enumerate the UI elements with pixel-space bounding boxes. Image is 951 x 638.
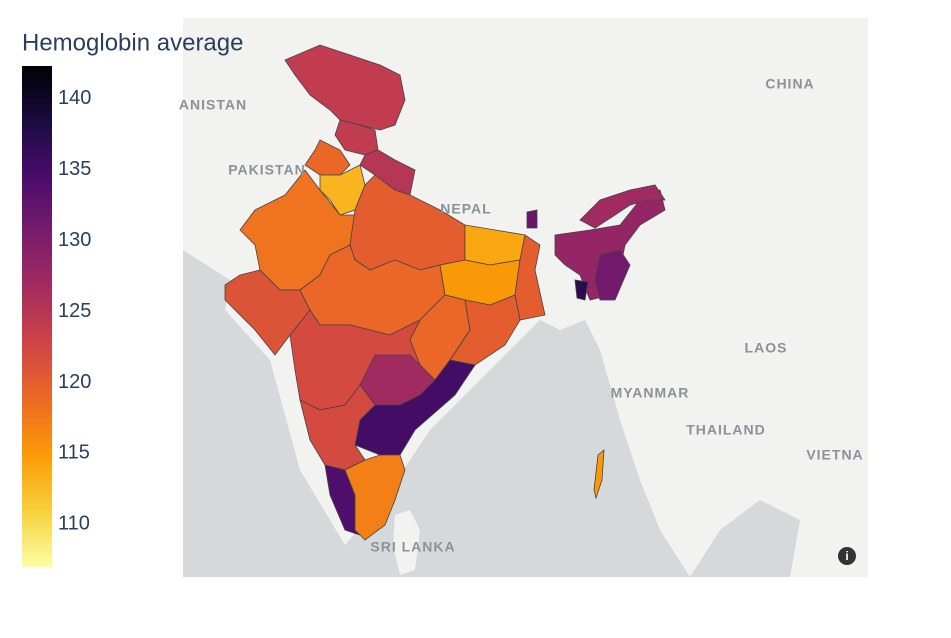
colorbar-tick-label: 115 <box>58 442 90 464</box>
region <box>593 449 605 500</box>
colorbar-tick-label: 135 <box>58 158 91 180</box>
regions <box>224 44 666 541</box>
region <box>299 384 376 471</box>
place-label: ANISTAN <box>179 97 247 113</box>
place-label: VIETNA <box>806 447 863 463</box>
colorbar-title: Hemoglobin average <box>22 29 243 56</box>
island <box>393 510 420 575</box>
region <box>594 249 631 301</box>
colorbar-ticks: 110 115 120 125 130 135 140 <box>58 87 91 535</box>
info-icon[interactable]: i <box>845 549 848 563</box>
region <box>554 189 666 301</box>
place-label: PAKISTAN <box>228 162 305 178</box>
region <box>449 294 521 366</box>
colorbar-tick-label: 110 <box>58 513 90 535</box>
place-label: CHINA <box>765 76 814 92</box>
place-label: LAOS <box>745 340 788 356</box>
colorbar-tick-label: 125 <box>58 300 91 322</box>
colorbar-tick-label: 130 <box>58 229 91 251</box>
ocean <box>183 250 690 577</box>
region <box>579 184 666 229</box>
colorbar <box>22 66 52 567</box>
land-area <box>720 380 800 500</box>
place-labels: CHINA PAKISTAN ANISTAN NEPAL LAOS MYANMAR THAI… <box>179 76 863 555</box>
region <box>344 454 406 541</box>
region <box>526 209 538 229</box>
region <box>514 234 546 321</box>
info-button[interactable] <box>838 547 856 565</box>
place-label: THAILAND <box>686 422 766 438</box>
place-label: MYANMAR <box>611 385 690 401</box>
region <box>574 279 589 301</box>
colorbar-tick-label: 140 <box>58 87 91 109</box>
colorbar-tick-label: 120 <box>58 371 91 393</box>
region <box>284 44 406 131</box>
place-label: NEPAL <box>440 201 491 217</box>
place-label: SRI LANKA <box>370 539 455 555</box>
gulf <box>690 500 800 577</box>
